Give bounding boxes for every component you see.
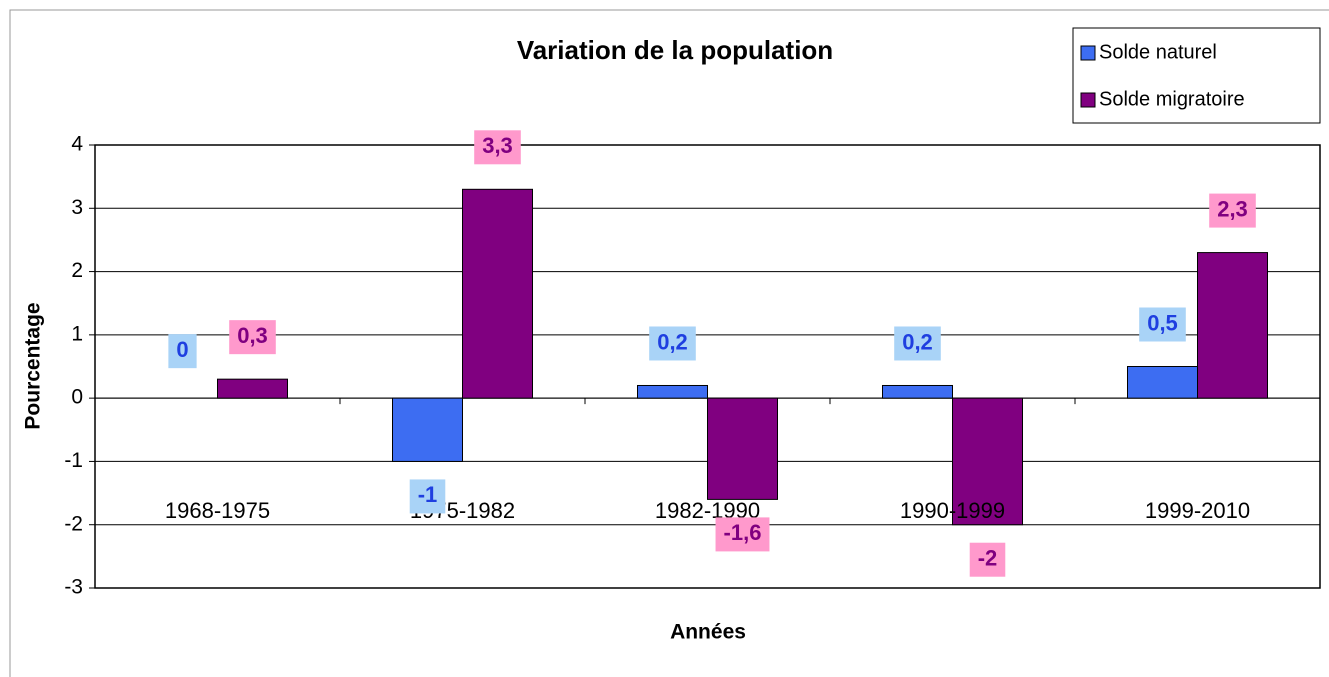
- y-tick-label: 0: [71, 386, 83, 409]
- value-label-text: -2: [978, 546, 998, 571]
- bar: [462, 188, 533, 399]
- value-label-text: -1,6: [724, 520, 762, 545]
- bar: [637, 384, 708, 399]
- value-label-bg: [229, 320, 276, 355]
- bar: [882, 384, 953, 399]
- value-label-text: 0,5: [1147, 310, 1178, 335]
- value-label-bg: [1209, 193, 1256, 228]
- value-label-text: -1: [418, 482, 438, 507]
- bar: [392, 397, 463, 462]
- value-label-bg: [168, 334, 197, 369]
- legend-swatch: [1080, 92, 1096, 108]
- value-label: -1: [409, 479, 446, 514]
- value-label-text: 0,2: [902, 329, 933, 354]
- x-tick-label: 1968-1975: [165, 498, 270, 523]
- value-label-text: 0,2: [657, 329, 688, 354]
- bar: [1197, 252, 1268, 399]
- legend-box: [1072, 27, 1321, 124]
- chart-title: Variation de la population: [517, 35, 833, 65]
- value-label-text: 0,3: [237, 323, 268, 348]
- bar: [952, 397, 1023, 526]
- y-tick-label: 3: [71, 196, 83, 219]
- value-label: 0,2: [894, 326, 941, 361]
- y-tick-label: 1: [71, 322, 83, 345]
- y-tick-label: -2: [64, 512, 83, 535]
- legend-swatch: [1080, 45, 1096, 61]
- value-label-bg: [1139, 307, 1186, 342]
- x-tick-label: 1990-1999: [900, 498, 1005, 523]
- bar: [1127, 366, 1198, 399]
- value-label: -1,6: [715, 517, 770, 552]
- y-tick-label: -1: [64, 449, 83, 472]
- value-label-text: 2,3: [1217, 196, 1248, 221]
- value-label-bg: [715, 517, 770, 552]
- value-label-bg: [474, 130, 521, 165]
- value-label: 0,2: [649, 326, 696, 361]
- plot-area: [94, 144, 1321, 589]
- value-label: 0,3: [229, 320, 276, 355]
- value-label-bg: [409, 479, 446, 514]
- legend-label: Solde migratoire: [1099, 88, 1245, 110]
- value-label-bg: [969, 542, 1006, 577]
- value-label-bg: [894, 326, 941, 361]
- y-axis-label: Pourcentage: [22, 302, 45, 429]
- bar: [707, 397, 778, 500]
- x-tick-label: 1999-2010: [1145, 498, 1250, 523]
- legend-label: Solde naturel: [1099, 41, 1217, 63]
- value-label: 0,5: [1139, 307, 1186, 342]
- value-label-text: 0: [176, 337, 188, 362]
- value-label: 0: [168, 334, 197, 369]
- value-label: 2,3: [1209, 193, 1256, 228]
- value-label-bg: [649, 326, 696, 361]
- x-axis-label: Années: [670, 621, 746, 644]
- value-label-text: 3,3: [482, 133, 513, 158]
- value-label: 3,3: [474, 130, 521, 165]
- y-tick-label: -3: [64, 576, 83, 599]
- bar: [217, 378, 288, 399]
- value-label: -2: [969, 542, 1006, 577]
- y-tick-label: 2: [71, 259, 83, 282]
- y-tick-label: 4: [71, 133, 83, 156]
